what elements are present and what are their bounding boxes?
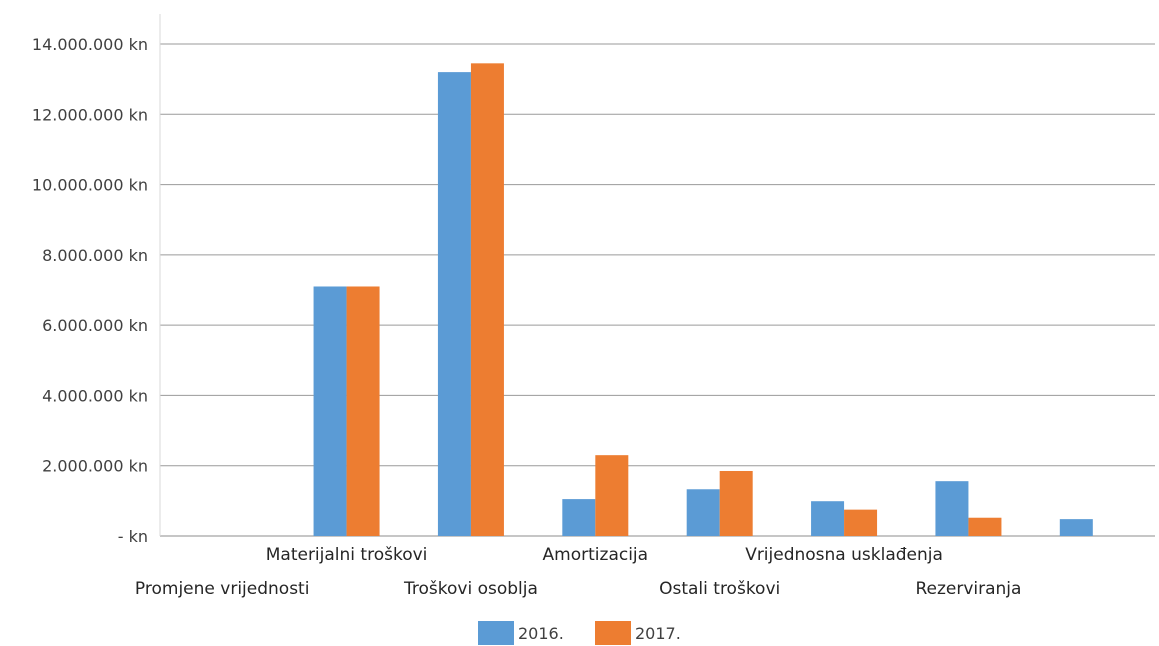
x-tick-label: Rezerviranja — [915, 579, 1021, 599]
bar-2017-6 — [968, 517, 1002, 536]
bar-2017-1 — [346, 286, 380, 536]
bar-2016-1 — [313, 286, 347, 536]
y-tick-label: 12.000.000 kn — [32, 105, 148, 124]
legend-label-1: 2017. — [635, 624, 681, 643]
bar-2016-6 — [935, 481, 969, 536]
y-tick-label: 6.000.000 kn — [42, 316, 148, 335]
x-tick-label: Vrijednosna usklađenja — [745, 545, 943, 565]
x-tick-label: Ostali troškovi — [659, 579, 780, 599]
gridlines — [160, 43, 1155, 537]
x-tick-label: Materijalni troškovi — [266, 545, 428, 565]
bar-2017-4 — [719, 470, 753, 536]
bar-2017-3 — [595, 455, 629, 536]
y-tick-label: 10.000.000 kn — [32, 176, 148, 195]
legend-label-0: 2016. — [518, 624, 564, 643]
bar-2016-2 — [437, 72, 471, 536]
bar-2017-2 — [470, 63, 504, 536]
bar-2016-3 — [562, 499, 596, 536]
legend-swatch-1 — [595, 621, 631, 645]
bar-2016-4 — [686, 489, 720, 536]
y-tick-label: 4.000.000 kn — [42, 386, 148, 405]
y-axis: - kn 2.000.000 kn 4.000.000 kn 6.000.000 kn… — [32, 14, 161, 546]
x-tick-label: Promjene vrijednosti — [135, 579, 310, 599]
x-tick-label: Troškovi osoblja — [403, 579, 538, 599]
bar-2016-7 — [1059, 519, 1093, 536]
y-tick-label: - kn — [118, 527, 148, 546]
y-tick-label: 14.000.000 kn — [32, 35, 148, 54]
legend-swatch-0 — [478, 621, 514, 645]
bar-2016-5 — [811, 501, 845, 536]
x-axis: Promjene vrijednosti Materijalni troškovi… — [135, 545, 1022, 599]
bars — [313, 63, 1093, 536]
y-tick-label: 2.000.000 kn — [42, 457, 148, 476]
bar-2017-5 — [844, 509, 878, 536]
x-tick-label: Amortizacija — [543, 545, 649, 565]
y-tick-label: 8.000.000 kn — [42, 246, 148, 265]
legend: 2016. 2017. — [478, 621, 681, 645]
